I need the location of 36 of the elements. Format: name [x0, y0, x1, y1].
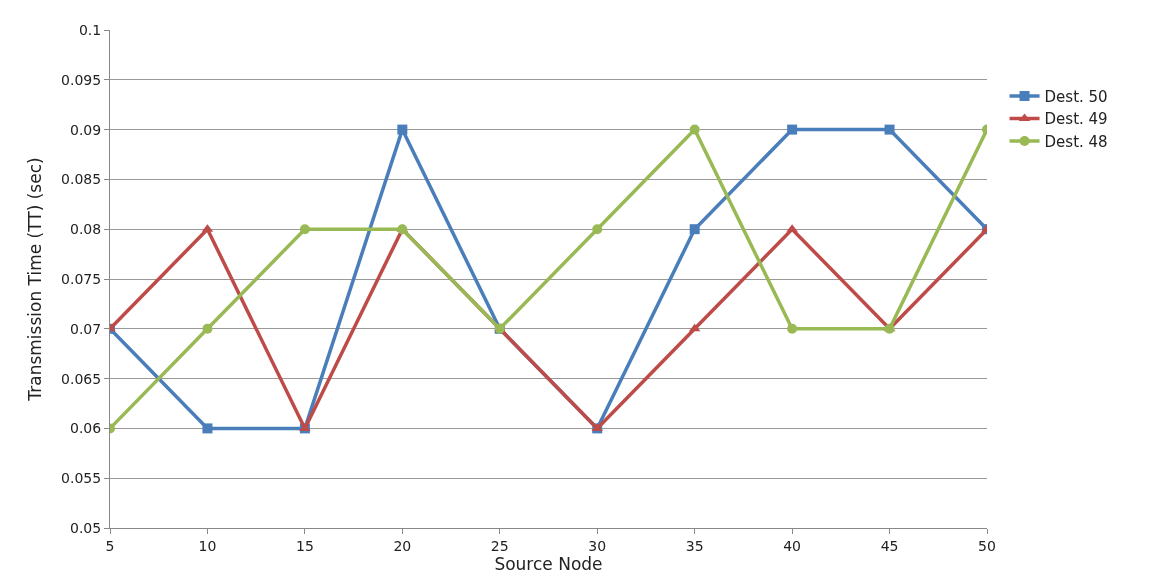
- x-tick-label: 45: [880, 537, 899, 554]
- point: [689, 224, 700, 235]
- point: [884, 124, 895, 135]
- y-tick-label: 0.1: [78, 21, 102, 38]
- y-tick-label: 0.08: [70, 221, 102, 238]
- legend-label: Dest. 48: [1044, 132, 1108, 151]
- x-axis-title: Source Node: [494, 553, 603, 574]
- x-tick-label: 5: [105, 537, 115, 554]
- y-tick-label: 0.07: [70, 320, 102, 337]
- point: [787, 124, 798, 135]
- y-tick-label: 0.065: [61, 370, 102, 387]
- legend-label: Dest. 50: [1044, 87, 1108, 106]
- point: [202, 423, 213, 434]
- x-tick-label: 20: [393, 537, 412, 554]
- y-tick-label: 0.085: [61, 171, 102, 188]
- x-tick-label: 40: [783, 537, 802, 554]
- legend-label: Dest. 49: [1044, 110, 1108, 129]
- y-tick-label: 0.075: [61, 270, 102, 287]
- y-tick-label: 0.055: [61, 470, 102, 487]
- y-tick-label: 0.06: [70, 420, 102, 437]
- y-axis-title: Transmission Time (TT) (sec): [24, 157, 45, 402]
- point: [787, 323, 798, 334]
- x-tick-label: 10: [198, 537, 217, 554]
- x-tick-label: 35: [685, 537, 704, 554]
- y-tick-label: 0.05: [70, 519, 102, 536]
- x-tick-label: 50: [978, 537, 996, 554]
- x-tick-label: 15: [295, 537, 314, 554]
- point: [202, 323, 213, 334]
- point: [397, 124, 408, 135]
- point: [299, 224, 310, 235]
- x-tick-label: 30: [588, 537, 607, 554]
- y-tick-label: 0.095: [61, 71, 102, 88]
- point: [592, 224, 603, 235]
- point: [689, 124, 700, 135]
- x-tick-label: 25: [490, 537, 509, 554]
- y-tick-label: 0.09: [70, 121, 102, 138]
